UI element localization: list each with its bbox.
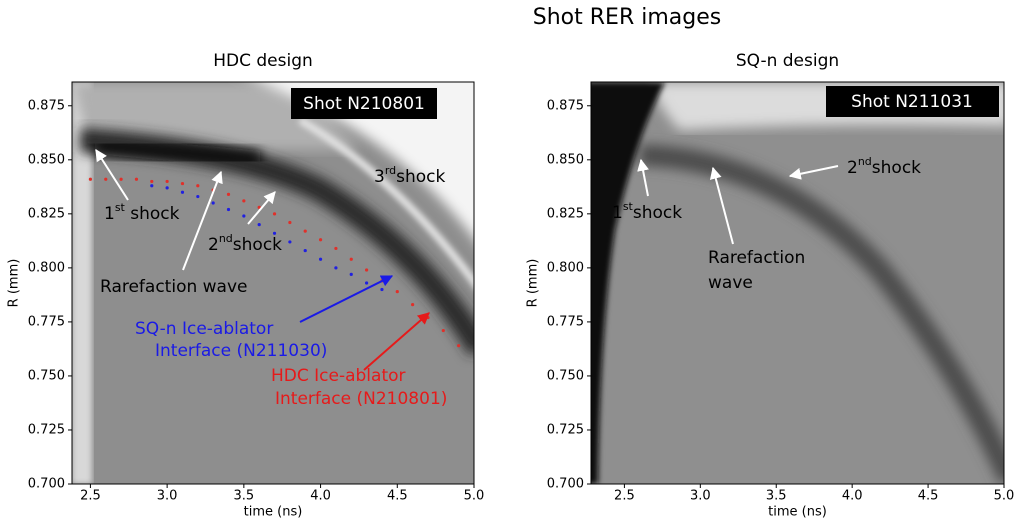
x-tick-label: 3.5 — [766, 489, 787, 504]
interface-point — [257, 205, 261, 209]
arrows-right — [637, 158, 839, 245]
interface-point — [180, 181, 185, 186]
interface-point — [196, 194, 200, 199]
y-tick-label: 0.725 — [28, 422, 65, 437]
interface-point — [272, 231, 277, 235]
annotation: wave — [708, 273, 753, 293]
radiograph-right — [591, 82, 1004, 484]
x-tick-label: 3.0 — [690, 489, 711, 504]
interface-point — [364, 268, 369, 272]
y-tick-label: 0.700 — [28, 477, 65, 492]
annotation: 1stshock — [612, 200, 682, 223]
y-tick-label: 0.800 — [28, 260, 65, 275]
interface-point — [334, 246, 338, 251]
interface-point — [441, 328, 445, 333]
annotation: 2ndshock — [847, 155, 921, 178]
annotation: SQ-n Ice-ablator — [135, 319, 273, 339]
interface-point — [380, 287, 384, 292]
y-tick-label: 0.875 — [547, 98, 584, 113]
y-axis-label: R (mm) — [7, 259, 22, 308]
plot-frame — [71, 81, 475, 485]
interface-point — [242, 199, 246, 203]
x-tick-label: 4.5 — [918, 489, 939, 504]
x-tick-label: 5.0 — [994, 489, 1015, 504]
y-tick-label: 0.850 — [547, 152, 584, 167]
interface-point — [134, 177, 139, 181]
interface-point — [334, 266, 338, 270]
annotation: Interface (N211030) — [155, 341, 327, 361]
interface-point — [196, 184, 200, 188]
panel-title: HDC design — [213, 51, 313, 71]
radiograph-left — [72, 82, 474, 484]
interface-point — [150, 184, 154, 188]
interface-point — [288, 220, 292, 225]
interface-point — [288, 240, 292, 244]
interface-point — [411, 303, 415, 307]
y-axis-label: R (mm) — [526, 259, 541, 308]
interface-point — [119, 177, 123, 181]
interface-point — [242, 214, 246, 218]
interface-point — [211, 201, 215, 205]
y-tick-label: 0.825 — [547, 206, 584, 221]
annotation: Rarefaction — [708, 248, 805, 268]
figure-title: Shot RER images — [533, 5, 721, 30]
interface-point — [104, 177, 108, 181]
y-tick-label: 0.700 — [547, 477, 584, 492]
y-tick-label: 0.825 — [28, 206, 65, 221]
interface-point — [318, 238, 323, 242]
interface-point — [303, 248, 307, 253]
interface-point — [272, 212, 277, 216]
interface-point — [88, 177, 93, 181]
annotation: Interface (N210801) — [275, 389, 447, 409]
interface-point — [303, 229, 307, 233]
interface-point — [226, 207, 231, 212]
x-axis-label: time (ns) — [768, 505, 827, 520]
interface-point — [165, 179, 169, 184]
annotation: 3rdshock — [374, 164, 446, 187]
interface-point — [364, 281, 369, 285]
y-tick-label: 0.850 — [28, 152, 65, 167]
x-tick-label: 4.0 — [310, 489, 331, 504]
interface-point — [349, 257, 353, 261]
shot-label-box — [826, 86, 999, 117]
interface-point — [318, 257, 323, 261]
interface-point — [395, 290, 399, 294]
shot-label: Shot N211031 — [851, 92, 973, 112]
interface-point — [150, 179, 154, 184]
interface-point — [226, 192, 231, 196]
y-tick-label: 0.725 — [547, 422, 584, 437]
interface-point — [426, 315, 430, 320]
x-tick-label: 5.0 — [464, 489, 485, 504]
shot-label: Shot N210801 — [303, 94, 425, 114]
panel-title: SQ-n design — [736, 51, 839, 71]
interface-point — [165, 186, 169, 190]
interface-point — [457, 344, 461, 348]
y-tick-label: 0.775 — [28, 314, 65, 329]
x-tick-label: 4.5 — [387, 489, 408, 504]
arrows-left — [95, 148, 430, 371]
x-tick-label: 3.5 — [234, 489, 255, 504]
x-tick-label: 2.5 — [80, 489, 101, 504]
plot-frame — [590, 81, 1005, 485]
y-tick-label: 0.750 — [547, 368, 584, 383]
y-tick-label: 0.800 — [547, 260, 584, 275]
y-tick-label: 0.775 — [547, 314, 584, 329]
y-tick-label: 0.750 — [28, 368, 65, 383]
axes: 2.5 3.0 3.5 4.0 4.5 5.0 0.700 0.725 0.750 0.775 0.… — [7, 51, 1015, 520]
interface-point — [257, 223, 261, 227]
shot-label-box — [291, 88, 437, 119]
annotation: HDC Ice-ablator — [271, 366, 406, 386]
x-tick-label: 4.0 — [842, 489, 863, 504]
annotation: 2ndshock — [208, 232, 282, 255]
annotation: Rarefaction wave — [100, 277, 248, 297]
y-tick-label: 0.875 — [28, 98, 65, 113]
x-tick-label: 3.0 — [157, 489, 178, 504]
x-axis-label: time (ns) — [244, 505, 303, 520]
annotation: 1st shock — [104, 201, 180, 224]
interface-point — [349, 272, 353, 276]
x-tick-label: 2.5 — [614, 489, 635, 504]
interface-point — [180, 190, 185, 194]
